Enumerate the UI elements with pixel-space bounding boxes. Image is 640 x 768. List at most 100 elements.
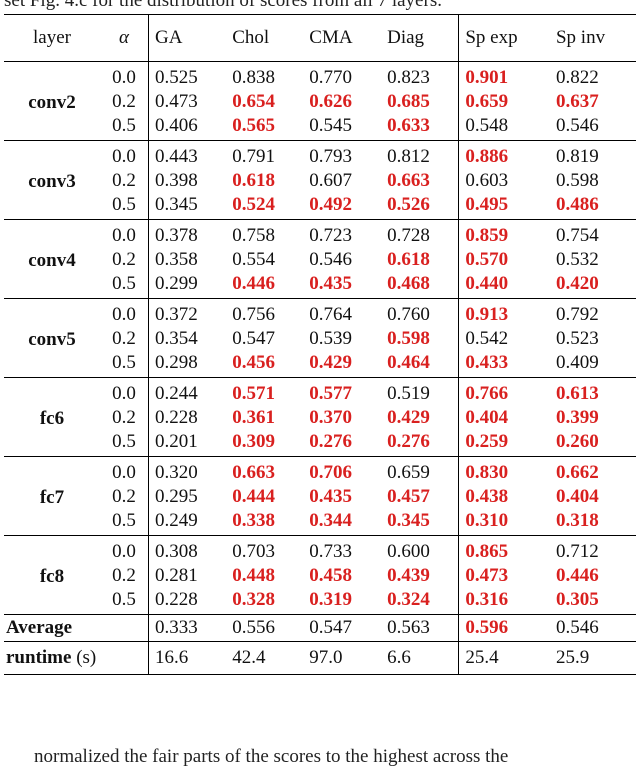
value-cell-ga: 0.308 <box>148 535 227 564</box>
value-cell-ga: 0.298 <box>155 352 198 373</box>
value-cell-diag: 0.659 <box>381 456 460 485</box>
value-cell-sp-exp: 0.438 <box>465 486 509 507</box>
value-cell-sp-inv: 0.409 <box>555 352 599 373</box>
value-cell-diag: 0.439 <box>381 564 460 588</box>
runtime-value-chol: 42.4 <box>226 641 304 675</box>
value-cell-chol: 0.554 <box>232 249 275 270</box>
value-cell-chol: 0.791 <box>226 140 304 169</box>
value-cell-diag: 0.519 <box>381 377 460 406</box>
value-cell-ga: 0.406 <box>155 115 198 136</box>
value-cell-ga: 0.525 <box>148 61 227 90</box>
table-row: 0.5 0.345 0.524 0.492 0.526 0.495 0.486 <box>4 193 636 220</box>
value-cell-chol: 0.571 <box>226 377 304 406</box>
value-cell-ga: 0.281 <box>155 565 198 586</box>
header-diag: Diag <box>381 14 460 62</box>
layer-name-cell: conv2 <box>4 61 100 141</box>
value-cell-diag: 0.600 <box>381 535 460 564</box>
header-ga: GA <box>148 14 227 62</box>
value-cell-cma: 0.607 <box>309 170 353 191</box>
value-cell-diag: 0.728 <box>381 219 460 248</box>
alpha-cell: 0.0 <box>100 535 149 564</box>
alpha-cell: 0.0 <box>100 377 149 406</box>
value-cell-cma: 0.706 <box>303 456 382 485</box>
value-cell-chol: 0.446 <box>232 273 275 294</box>
table-row: conv2 0.0 0.525 0.838 0.770 0.823 0.901 0.822 <box>4 61 636 141</box>
value-cell-cma: 0.539 <box>309 328 353 349</box>
alpha-cell: 0.2 <box>100 406 149 430</box>
average-label: Average <box>4 614 149 642</box>
value-cell-chol: 0.703 <box>226 535 304 564</box>
runtime-value-sp-exp: 25.4 <box>458 641 550 675</box>
average-value-sp-exp: 0.596 <box>458 614 550 642</box>
value-cell-sp-exp: 0.473 <box>465 565 509 586</box>
value-cell-cma: 0.723 <box>303 219 382 248</box>
value-cell-ga: 0.228 <box>155 589 198 610</box>
runtime-value-sp-inv: 25.9 <box>549 641 636 675</box>
value-cell-sp-inv: 0.662 <box>549 456 636 485</box>
value-cell-sp-inv: 0.399 <box>555 407 599 428</box>
runtime-value-ga: 16.6 <box>148 641 227 675</box>
value-cell-ga: 0.354 <box>155 328 198 349</box>
alpha-cell: 0.2 <box>100 564 149 588</box>
value-cell-sp-inv: 0.598 <box>555 170 599 191</box>
value-cell-sp-exp: 0.259 <box>465 431 509 452</box>
value-cell-ga: 0.201 <box>155 431 198 452</box>
value-cell-chol: 0.338 <box>232 510 275 531</box>
value-cell-cma: 0.429 <box>309 352 353 373</box>
value-cell-diag: 0.663 <box>381 169 460 193</box>
value-cell-cma: 0.733 <box>303 535 382 564</box>
table-row: 0.5 0.249 0.338 0.344 0.345 0.310 0.318 <box>4 509 636 536</box>
value-cell-diag: 0.276 <box>381 430 460 457</box>
table-row: conv5 0.0 0.372 0.756 0.764 0.760 0.913 0.792 <box>4 298 636 378</box>
table-row: 0.2 0.295 0.444 0.435 0.457 0.438 0.404 <box>4 485 636 509</box>
header-chol: Chol <box>226 14 304 62</box>
table-header-row: layer α GA Chol CMA Diag Sp exp Sp inv <box>4 14 636 62</box>
layer-name-cell: conv4 <box>4 219 100 299</box>
value-cell-sp-inv: 0.260 <box>555 431 599 452</box>
table-row: fc8 0.0 0.308 0.703 0.733 0.600 0.865 0.712 <box>4 535 636 615</box>
value-cell-ga: 0.358 <box>155 249 198 270</box>
value-cell-sp-exp: 0.859 <box>458 219 550 248</box>
alpha-cell: 0.2 <box>100 248 149 272</box>
value-cell-sp-inv: 0.712 <box>549 535 636 564</box>
value-cell-sp-exp: 0.310 <box>465 510 509 531</box>
value-cell-sp-exp: 0.440 <box>465 273 509 294</box>
value-cell-diag: 0.464 <box>381 351 460 378</box>
value-cell-cma: 0.435 <box>309 273 353 294</box>
table-row: 0.5 0.298 0.456 0.429 0.464 0.433 0.409 <box>4 351 636 378</box>
value-cell-cma: 0.492 <box>309 194 353 215</box>
layer-name-cell: conv3 <box>4 140 100 220</box>
table-row: 0.2 0.358 0.554 0.546 0.618 0.570 0.532 <box>4 248 636 272</box>
value-cell-ga: 0.249 <box>155 510 198 531</box>
value-cell-sp-exp: 0.865 <box>458 535 550 564</box>
value-cell-sp-exp: 0.659 <box>465 91 509 112</box>
value-cell-ga: 0.372 <box>148 298 227 327</box>
value-cell-cma: 0.770 <box>303 61 382 90</box>
value-cell-sp-inv: 0.819 <box>549 140 636 169</box>
value-cell-cma: 0.764 <box>303 298 382 327</box>
value-cell-sp-exp: 0.542 <box>465 328 509 349</box>
value-cell-chol: 0.565 <box>232 115 275 136</box>
value-cell-sp-exp: 0.495 <box>465 194 509 215</box>
alpha-cell: 0.5 <box>100 430 149 457</box>
value-cell-sp-inv: 0.404 <box>555 486 599 507</box>
value-cell-cma: 0.577 <box>303 377 382 406</box>
value-cell-chol: 0.758 <box>226 219 304 248</box>
value-cell-sp-inv: 0.546 <box>555 115 599 136</box>
value-cell-diag: 0.633 <box>381 114 460 141</box>
runtime-unit: (s) <box>71 647 97 668</box>
alpha-cell: 0.5 <box>100 509 149 536</box>
value-cell-diag: 0.345 <box>381 509 460 536</box>
header-layer: layer <box>4 14 100 62</box>
table-row: fc7 0.0 0.320 0.663 0.706 0.659 0.830 0.662 <box>4 456 636 536</box>
value-cell-cma: 0.546 <box>309 249 353 270</box>
table-row: conv4 0.0 0.378 0.758 0.723 0.728 0.859 0.754 <box>4 219 636 299</box>
value-cell-sp-exp: 0.830 <box>458 456 550 485</box>
alpha-cell: 0.0 <box>100 61 149 90</box>
value-cell-diag: 0.812 <box>381 140 460 169</box>
layer-name-cell: fc6 <box>4 377 100 457</box>
alpha-cell: 0.2 <box>100 485 149 509</box>
value-cell-ga: 0.295 <box>155 486 198 507</box>
header-alpha: α <box>100 14 149 62</box>
value-cell-sp-inv: 0.446 <box>555 565 599 586</box>
